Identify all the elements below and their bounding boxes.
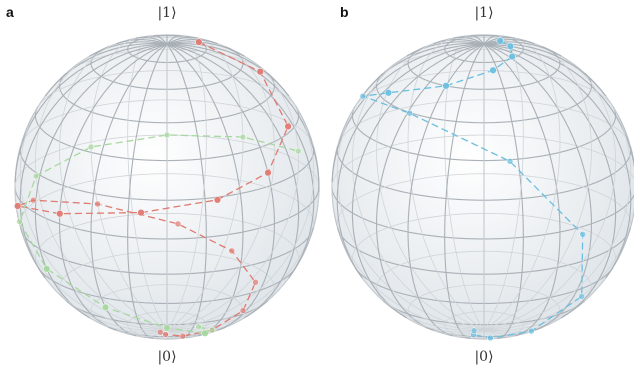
trajectory-point [508, 52, 516, 61]
panel-b-ket-one-label: |1⟩ [474, 5, 494, 21]
trajectory-path [18, 134, 299, 334]
trajectory-point [195, 323, 202, 330]
trajectory-point [163, 324, 171, 332]
trajectory-2 [16, 131, 302, 337]
bloch-sphere-b [331, 34, 634, 342]
trajectory-point [195, 38, 203, 46]
trajectory-point [156, 329, 164, 336]
panel-b-ket-zero-label: |0⟩ [474, 349, 494, 365]
trajectory-point [163, 131, 171, 139]
trajectory-point [239, 307, 247, 314]
trajectory-point [87, 143, 95, 151]
trajectory-point [32, 172, 40, 180]
trajectory-point [174, 220, 182, 228]
trajectory-point [30, 196, 37, 204]
trajectory-point [384, 89, 393, 97]
trajectory-point [43, 265, 51, 273]
trajectory-1 [359, 37, 586, 342]
trajectory-point [137, 208, 145, 217]
trajectory-point [256, 68, 264, 76]
trajectory-point [506, 42, 515, 50]
trajectory-point [579, 231, 586, 238]
longitude-grid [331, 35, 634, 339]
panel-a-letter: a [6, 4, 14, 20]
trajectory-point [578, 293, 585, 300]
trajectory-point [56, 210, 64, 218]
trajectory-point [16, 218, 23, 225]
trajectory-point [94, 200, 101, 208]
bloch-sphere-a [14, 34, 320, 340]
trajectory-point [470, 327, 478, 334]
trajectory-point [14, 202, 22, 210]
trajectory-point [179, 332, 187, 340]
trajectory-point [201, 329, 209, 337]
trajectory-point [442, 82, 450, 90]
longitude-grid [14, 35, 320, 339]
trajectory-point [162, 331, 169, 338]
trajectory-point [359, 92, 367, 100]
panel-a-ket-one-label: |1⟩ [157, 5, 177, 21]
trajectory-point [213, 196, 222, 204]
trajectory-point [208, 326, 216, 334]
trajectory-point [528, 327, 535, 335]
trajectory-point [239, 133, 247, 141]
trajectory-point [252, 279, 259, 286]
trajectory-point [101, 303, 110, 312]
trajectory-point [487, 334, 494, 342]
trajectory-point [295, 147, 302, 155]
trajectory-point [406, 110, 413, 117]
panel-a-ket-zero-label: |0⟩ [157, 349, 177, 365]
trajectory-point [506, 158, 514, 165]
panel-b-letter: b [340, 4, 349, 20]
trajectory-point [284, 122, 292, 131]
trajectory-point [489, 66, 497, 74]
trajectory-point [228, 247, 236, 255]
trajectory-point [264, 169, 272, 177]
trajectory-point [496, 37, 504, 45]
